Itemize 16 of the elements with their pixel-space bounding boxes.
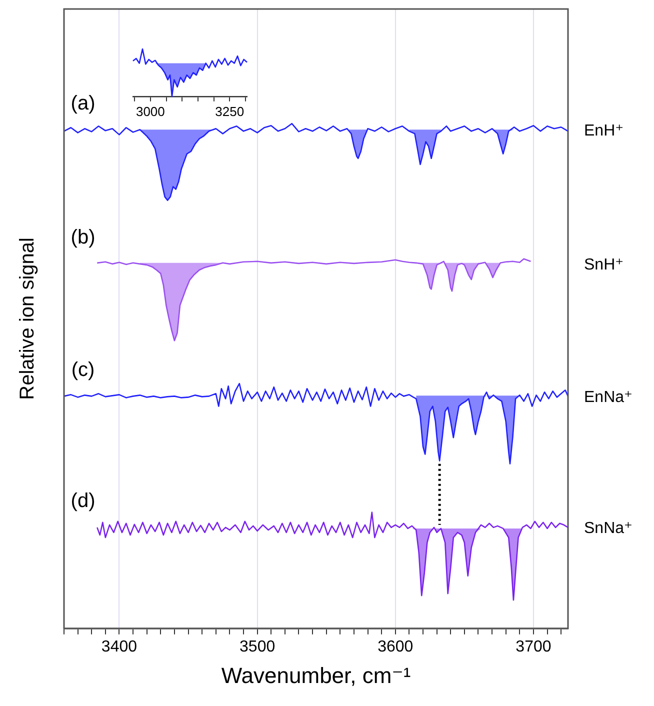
annotation: (c) [71, 359, 95, 382]
x-tick-label: 3700 [516, 638, 552, 656]
x-tick-label: 3500 [240, 638, 276, 656]
annotation: (d) [70, 490, 96, 512]
text: (a) [70, 92, 96, 115]
text: SnH⁺ [584, 256, 624, 274]
y-axis-title: Relative ion signal [16, 238, 39, 400]
series-label: EnH⁺ [584, 122, 624, 140]
x-tick-label: 3000 [136, 104, 165, 119]
series-label: SnNa⁺ [584, 520, 632, 537]
x-tick-label: 3600 [378, 638, 414, 656]
x-tick-label: 3400 [101, 638, 138, 656]
x-tick-label: 3250 [215, 104, 244, 119]
annotation: (b) [70, 226, 96, 248]
series-label: EnNa⁺ [584, 389, 632, 406]
x-axis-title: Wavenumber, cm⁻¹ [221, 662, 411, 688]
